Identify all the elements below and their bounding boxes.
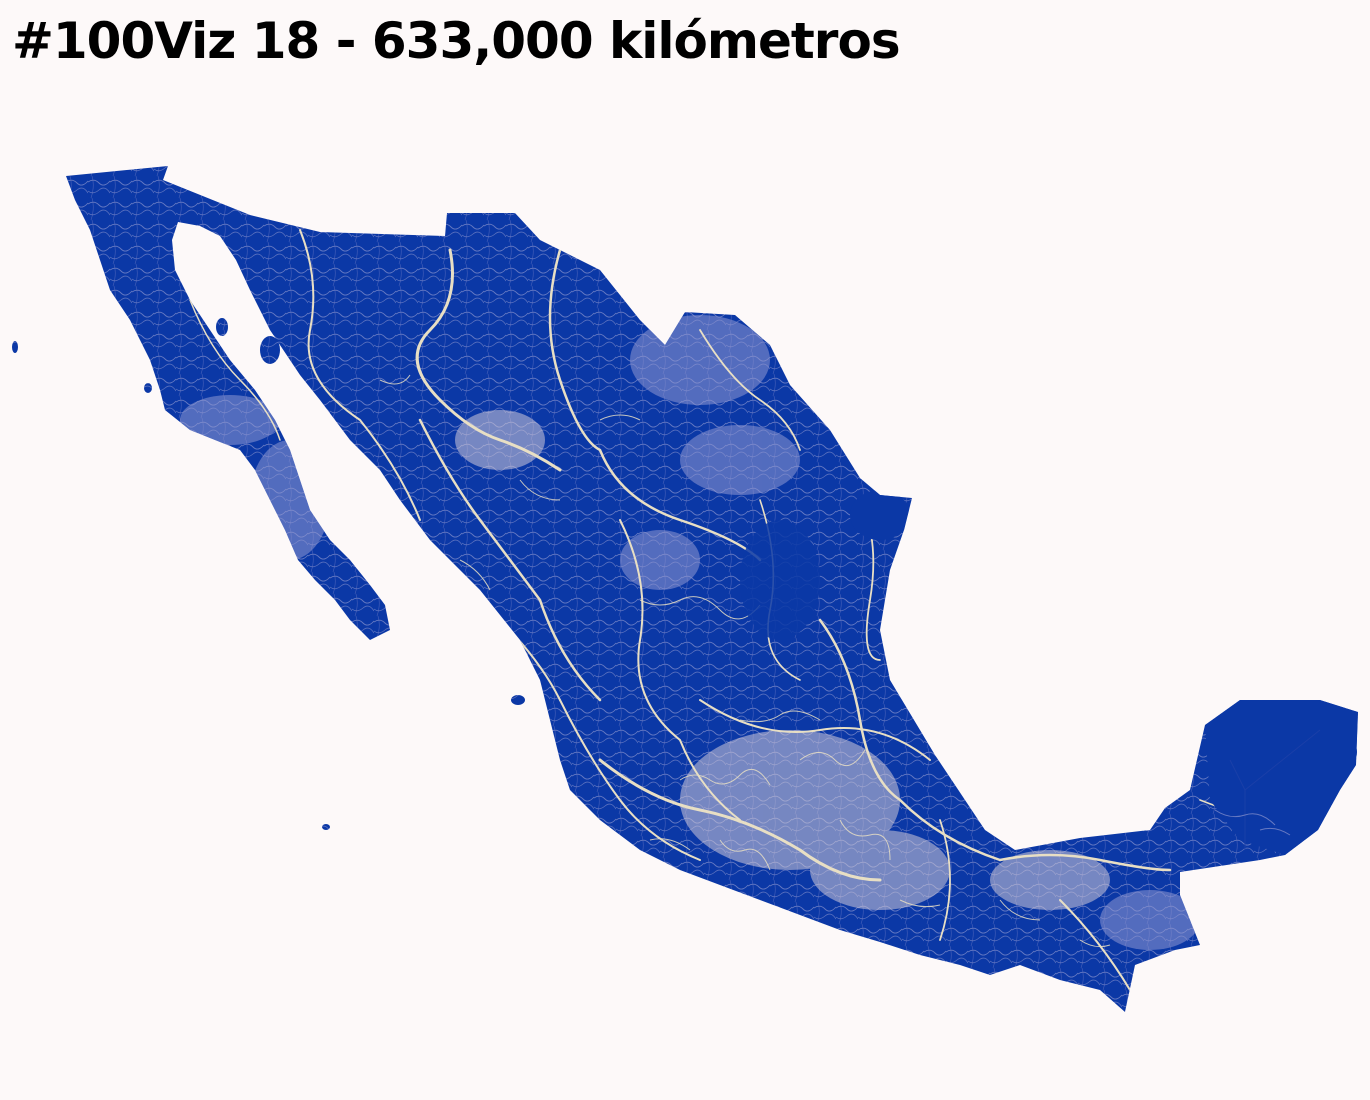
page-title: #100Viz 18 - 633,000 kilómetros [12,12,901,70]
